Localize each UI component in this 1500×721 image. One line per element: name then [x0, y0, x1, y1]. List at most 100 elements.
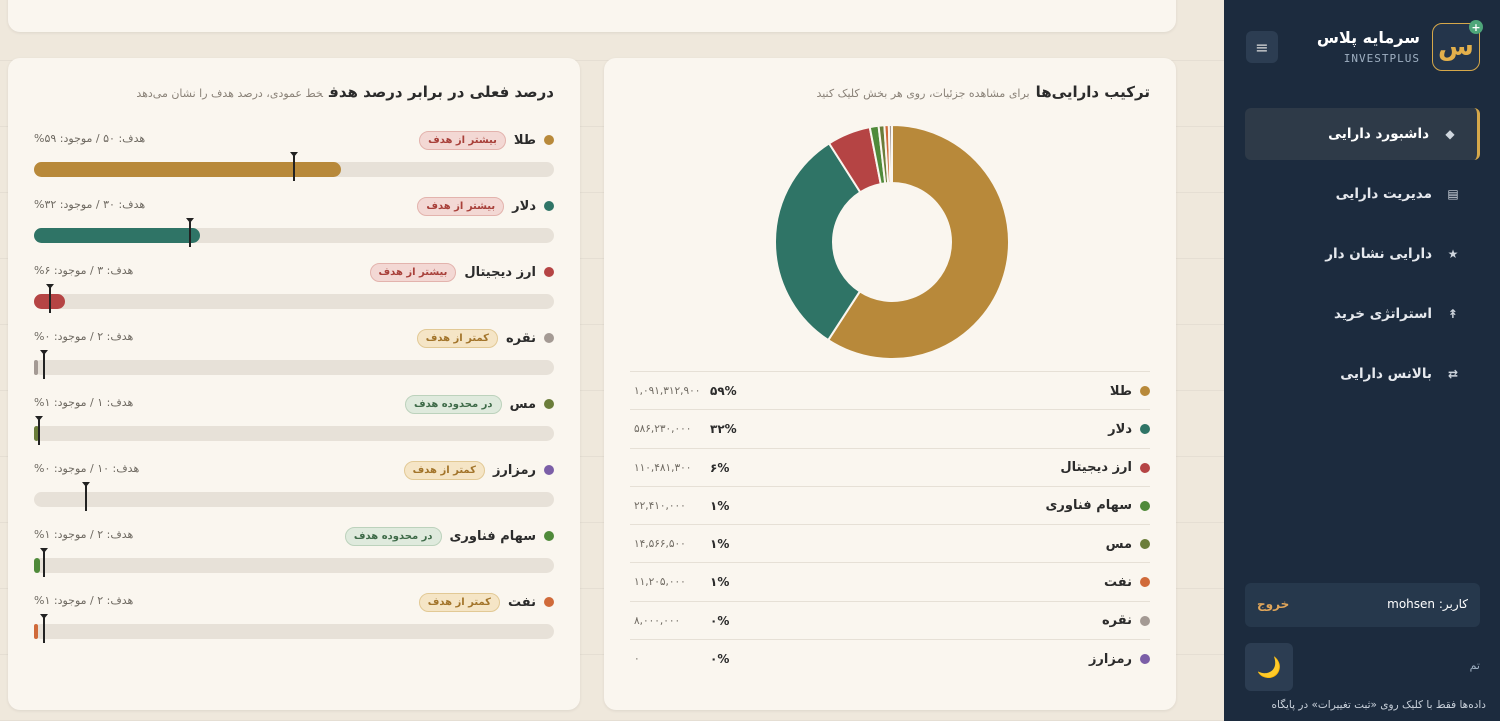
target-row: ارز دیجیتال بیشتر از هدف هدف: ۳ / موجود: ۶… [34, 262, 554, 322]
target-row-label: رمزارز کمتر از هدف [403, 460, 554, 480]
status-badge: در محدوده هدف [404, 394, 502, 414]
legend-row[interactable]: نفت ۱% ۱۱,۲۰۵,۰۰۰ [630, 562, 1150, 600]
color-dot-icon [1140, 462, 1150, 473]
target-marker [186, 218, 194, 247]
list-icon: ▤ [1447, 187, 1459, 201]
asset-name: رمزارز [492, 462, 536, 478]
legend-percent: ۶% [710, 460, 730, 475]
asset-name: نفت [508, 594, 536, 610]
progress-fill [34, 426, 40, 441]
nav-item-bookmarked[interactable]: دارایی نشان دار ★ [1245, 228, 1480, 280]
logo: س + [1432, 20, 1483, 71]
asset-name: طلا [513, 132, 536, 148]
target-row-label: نقره کمتر از هدف [416, 328, 554, 348]
top-card [8, 0, 1176, 32]
legend-name: ارز دیجیتال [1060, 460, 1132, 476]
target-marker [40, 614, 49, 643]
target-row: نفت کمتر از هدف هدف: ۲ / موجود: ۱% [34, 592, 554, 652]
asset-name: مس [509, 396, 536, 412]
target-info: هدف: ۳۰ / موجود: ۳۲% [34, 198, 146, 211]
target-info: هدف: ۲ / موجود: ۱% [34, 594, 134, 607]
nav-item-label: دارایی نشان دار [1325, 246, 1432, 262]
target-row-label: ارز دیجیتال بیشتر از هدف [369, 262, 554, 282]
legend-row[interactable]: ارز دیجیتال ۶% ۱۱۰,۴۸۱,۳۰۰ [630, 447, 1150, 486]
legend-row[interactable]: نقره ۰% ۸,۰۰۰,۰۰۰ [630, 600, 1150, 640]
legend-percent: ۰% [710, 613, 730, 628]
nav-item-asset-management[interactable]: مدیریت دارایی ▤ [1245, 168, 1480, 220]
color-dot-icon [1140, 500, 1150, 511]
legend-percent: ۱% [710, 498, 730, 513]
legend-name: سهام فناوری [1045, 498, 1132, 514]
color-dot-icon [544, 201, 554, 211]
progress-track [34, 482, 554, 511]
target-row-label: طلا بیشتر از هدف [419, 130, 554, 150]
nav-item-buy-strategy[interactable]: استراتژی خرید ↟ [1245, 288, 1480, 340]
progress-fill [34, 162, 341, 177]
color-dot-icon [544, 399, 554, 409]
target-row-label: دلار بیشتر از هدف [417, 196, 554, 216]
target-marker [35, 416, 44, 445]
diamond-icon: ◆ [1445, 127, 1455, 141]
user-box: کاربر: mohsen خروج [1245, 583, 1480, 627]
target-row: سهام فناوری در محدوده هدف هدف: ۲ / موجود: … [34, 526, 554, 586]
theme-toggle-button[interactable]: 🌙 [1245, 643, 1293, 691]
asset-name: ارز دیجیتال [464, 264, 536, 280]
legend-name: رمزارز [1088, 651, 1132, 667]
logout-link[interactable]: خروج [1257, 597, 1290, 611]
donut-slice[interactable] [774, 141, 862, 342]
composition-card: ترکیب دارایی‌ها برای مشاهده جزئیات، روی ه… [604, 58, 1176, 710]
progress-fill [34, 228, 201, 243]
legend-percent: ۱% [710, 575, 730, 590]
legend-name: مس [1105, 536, 1132, 552]
legend-percent: ۰% [710, 652, 730, 667]
target-card-subtitle: خط عمودی، درصد هدف را نشان می‌دهد [136, 87, 324, 100]
status-badge: در محدوده هدف [344, 526, 442, 546]
legend-label: رمزارز [1089, 640, 1150, 678]
target-marker [40, 350, 49, 379]
donut-slice[interactable] [887, 124, 893, 185]
menu-toggle-button[interactable]: ≡ [1246, 31, 1278, 63]
color-dot-icon [1140, 615, 1150, 626]
color-dot-icon [1140, 424, 1150, 435]
progress-track [34, 614, 554, 643]
status-badge: کمتر از هدف [416, 328, 498, 348]
color-dot-icon [1140, 539, 1150, 550]
donut-chart[interactable] [774, 124, 1010, 360]
legend-row[interactable]: مس ۱% ۱۴,۵۶۶,۵۰۰ [630, 524, 1150, 562]
nav-item-dashboard[interactable]: داشبورد دارایی ◆ [1245, 108, 1480, 160]
donut-slice[interactable] [826, 124, 1010, 360]
legend-value: ۱,۰۹۱,۳۱۲,۹۰۰ [634, 385, 701, 397]
footer-note: داده‌ها فقط با کلیک روی «ثبت تغییرات» در… [1271, 699, 1487, 711]
nav-item-label: بالانس دارایی [1340, 366, 1432, 382]
nav-item-label: استراتژی خرید [1334, 306, 1432, 322]
nav-item-label: مدیریت دارایی [1335, 186, 1432, 202]
target-row: مس در محدوده هدف هدف: ۱ / موجود: ۱% [34, 394, 554, 454]
color-dot-icon [544, 465, 554, 475]
legend-row[interactable]: طلا ۵۹% ۱,۰۹۱,۳۱۲,۹۰۰ [630, 371, 1150, 409]
status-badge: بیشتر از هدف [417, 196, 505, 216]
target-row-label: مس در محدوده هدف [404, 394, 554, 414]
legend-value: ۵۸۶,۲۳۰,۰۰۰ [634, 423, 692, 436]
legend-row[interactable]: رمزارز ۰% ۰ [630, 639, 1150, 677]
asset-name: نقره [506, 330, 536, 346]
color-dot-icon [1140, 654, 1150, 665]
legend-percent: ۳۲% [710, 422, 737, 437]
composition-card-subtitle: برای مشاهده جزئیات، روی هر بخش کلیک کنید [816, 87, 1030, 100]
target-row: دلار بیشتر از هدف هدف: ۳۰ / موجود: ۳۲% [34, 196, 554, 256]
legend-label: مس [1106, 525, 1150, 563]
legend-row[interactable]: سهام فناوری ۱% ۲۲,۴۱۰,۰۰۰ [630, 485, 1150, 524]
legend-name: نفت [1104, 574, 1132, 590]
target-info: هدف: ۵۰ / موجود: ۵۹% [34, 132, 146, 145]
status-badge: بیشتر از هدف [419, 130, 506, 150]
brand-name: سرمایه پلاس [1316, 28, 1420, 47]
progress-track [34, 416, 554, 445]
target-row-label: نفت کمتر از هدف [418, 592, 554, 612]
legend-row[interactable]: دلار ۳۲% ۵۸۶,۲۳۰,۰۰۰ [630, 409, 1150, 447]
target-marker [40, 548, 49, 577]
target-row-label: سهام فناوری در محدوده هدف [344, 526, 554, 546]
color-dot-icon [544, 531, 554, 541]
nav-item-balance[interactable]: بالانس دارایی ⇄ [1245, 348, 1480, 400]
legend-label: نقره [1102, 602, 1150, 640]
legend-value: ۱۱,۲۰۵,۰۰۰ [634, 576, 686, 589]
target-card-title: درصد فعلی در برابر درصد هدف [329, 83, 554, 101]
